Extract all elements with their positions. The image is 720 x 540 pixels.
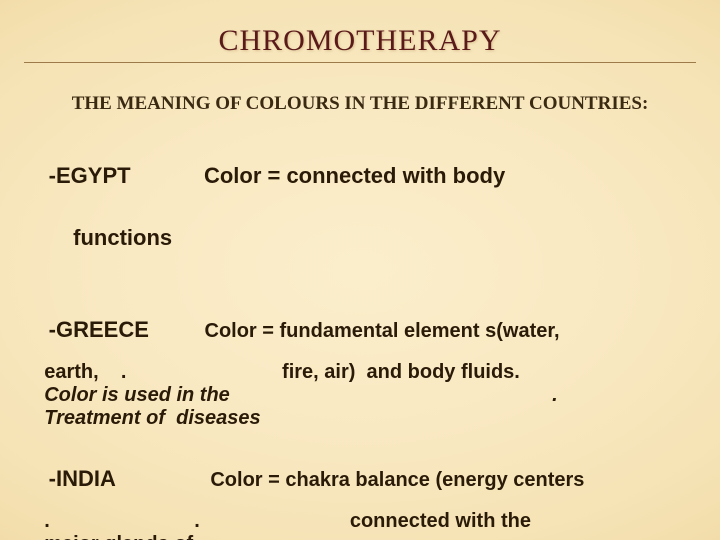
slide-title: CHROMOTHERAPY bbox=[0, 24, 720, 58]
title-underline bbox=[24, 62, 696, 63]
desc-greece: Color = fundamental element s(water, bbox=[205, 320, 560, 342]
section-greece: -GREECE Color = fundamental element s(wa… bbox=[22, 299, 698, 430]
country-greece: -GREECE bbox=[49, 317, 149, 342]
section-egypt: -EGYPT Color = connected with body funct… bbox=[22, 145, 698, 269]
content-area: -EGYPT Color = connected with body funct… bbox=[0, 145, 720, 540]
section-india: -INDIA Color = chakra balance (energy ce… bbox=[22, 448, 698, 540]
desc-india-2: . . connected with the bbox=[22, 510, 698, 533]
desc-egypt: Color = connected with body bbox=[204, 163, 505, 188]
desc-greece-2: earth, . fire, air) and body fluids. bbox=[22, 361, 698, 384]
desc-greece-3: Color is used in the . bbox=[22, 384, 698, 407]
country-india: -INDIA bbox=[49, 466, 116, 491]
country-egypt: -EGYPT bbox=[49, 163, 131, 188]
desc-greece-4: Treatment of diseases bbox=[22, 407, 698, 430]
slide-subtitle: THE MEANING OF COLOURS IN THE DIFFERENT … bbox=[0, 93, 720, 115]
gap-egypt bbox=[131, 163, 204, 188]
gap-greece bbox=[149, 320, 205, 342]
desc-egypt-2: functions bbox=[73, 225, 172, 250]
desc-india: Color = chakra balance (energy centers bbox=[210, 469, 584, 491]
desc-india-3: major glands of . . . bbox=[22, 533, 698, 540]
indent-egypt-2 bbox=[49, 225, 73, 250]
gap-india bbox=[116, 469, 210, 491]
